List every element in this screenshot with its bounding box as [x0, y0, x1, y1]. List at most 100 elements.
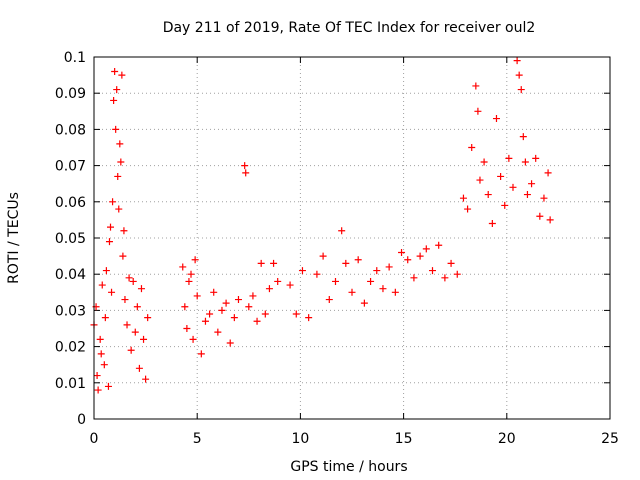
data-point	[331, 277, 339, 285]
data-point	[245, 303, 253, 311]
data-point	[206, 310, 214, 318]
x-axis-label: GPS time / hours	[290, 459, 407, 475]
data-point	[117, 158, 125, 166]
x-tick-label: 15	[395, 431, 413, 447]
data-point	[513, 57, 521, 65]
y-tick-label: 0.1	[64, 50, 86, 66]
data-point	[459, 194, 467, 202]
data-point	[484, 191, 492, 199]
data-point	[120, 227, 128, 235]
data-point	[137, 285, 145, 293]
data-point	[197, 350, 205, 358]
data-point	[133, 303, 141, 311]
data-point	[144, 314, 152, 322]
data-point	[373, 267, 381, 275]
data-points	[90, 57, 554, 394]
data-point	[112, 125, 120, 133]
data-point	[107, 223, 115, 231]
data-point	[505, 154, 513, 162]
data-point	[97, 350, 105, 358]
data-point	[286, 281, 294, 289]
data-point	[119, 252, 127, 260]
data-point	[391, 288, 399, 296]
data-point	[234, 296, 242, 304]
data-point	[121, 296, 129, 304]
data-point	[523, 191, 531, 199]
data-point	[325, 296, 333, 304]
data-point	[101, 314, 109, 322]
data-point	[435, 241, 443, 249]
data-point	[492, 115, 500, 123]
data-point	[118, 71, 126, 79]
data-point	[96, 335, 104, 343]
data-point	[102, 267, 110, 275]
data-point	[226, 339, 234, 347]
y-tick-label: 0.01	[55, 376, 86, 392]
data-point	[113, 86, 121, 94]
data-point	[114, 172, 122, 180]
data-point	[540, 194, 548, 202]
data-point	[472, 82, 480, 90]
data-point	[123, 321, 131, 329]
data-point	[509, 183, 517, 191]
x-tick-label: 0	[90, 431, 99, 447]
data-point	[187, 270, 195, 278]
data-point	[360, 299, 368, 307]
y-tick-label: 0.02	[55, 340, 86, 356]
data-point	[532, 154, 540, 162]
data-point	[222, 299, 230, 307]
data-point	[185, 277, 193, 285]
data-point	[183, 325, 191, 332]
data-point	[214, 328, 222, 336]
y-tick-label: 0.09	[55, 86, 86, 102]
data-point	[135, 364, 143, 372]
data-point	[447, 259, 455, 267]
data-point	[109, 198, 117, 206]
data-point	[94, 386, 102, 394]
data-point	[428, 267, 436, 275]
plot-frame	[93, 56, 611, 420]
data-point	[422, 245, 430, 253]
data-point	[115, 205, 123, 213]
data-point	[521, 158, 529, 166]
y-tick-label: 0.06	[55, 195, 86, 211]
data-point	[191, 256, 199, 264]
data-point	[474, 107, 482, 115]
data-point	[410, 274, 418, 282]
data-point	[131, 328, 139, 336]
data-point	[193, 292, 201, 300]
data-point	[501, 201, 509, 209]
data-point	[468, 144, 476, 151]
data-point	[480, 158, 488, 166]
data-point	[305, 314, 313, 322]
data-point	[125, 274, 133, 282]
data-point	[342, 259, 350, 267]
data-point	[189, 335, 197, 343]
axis-ticks: 0 0.01 0.02 0.03 0.04 0.05 0.06 0.07 0.08 0.09 0.1…	[55, 50, 619, 447]
data-point	[398, 248, 406, 256]
data-point	[110, 96, 118, 104]
data-point	[338, 227, 346, 235]
data-point	[354, 256, 362, 264]
data-point	[105, 238, 113, 246]
data-point	[111, 67, 119, 75]
data-point	[142, 375, 150, 383]
data-point	[127, 346, 135, 354]
y-tick-label: 0	[77, 412, 86, 428]
data-point	[515, 71, 523, 79]
data-point	[546, 216, 554, 224]
data-point	[298, 267, 306, 275]
data-point	[270, 259, 278, 267]
data-point	[476, 176, 484, 184]
data-point	[104, 382, 112, 390]
data-point	[241, 162, 249, 170]
data-point	[201, 317, 209, 325]
data-point	[140, 335, 148, 343]
y-tick-label: 0.03	[55, 303, 86, 319]
data-point	[98, 281, 106, 289]
x-tick-label: 5	[193, 431, 202, 447]
grid-lines	[93, 56, 611, 420]
data-point	[528, 180, 536, 188]
y-axis-label: ROTI / TECUs	[6, 192, 22, 284]
